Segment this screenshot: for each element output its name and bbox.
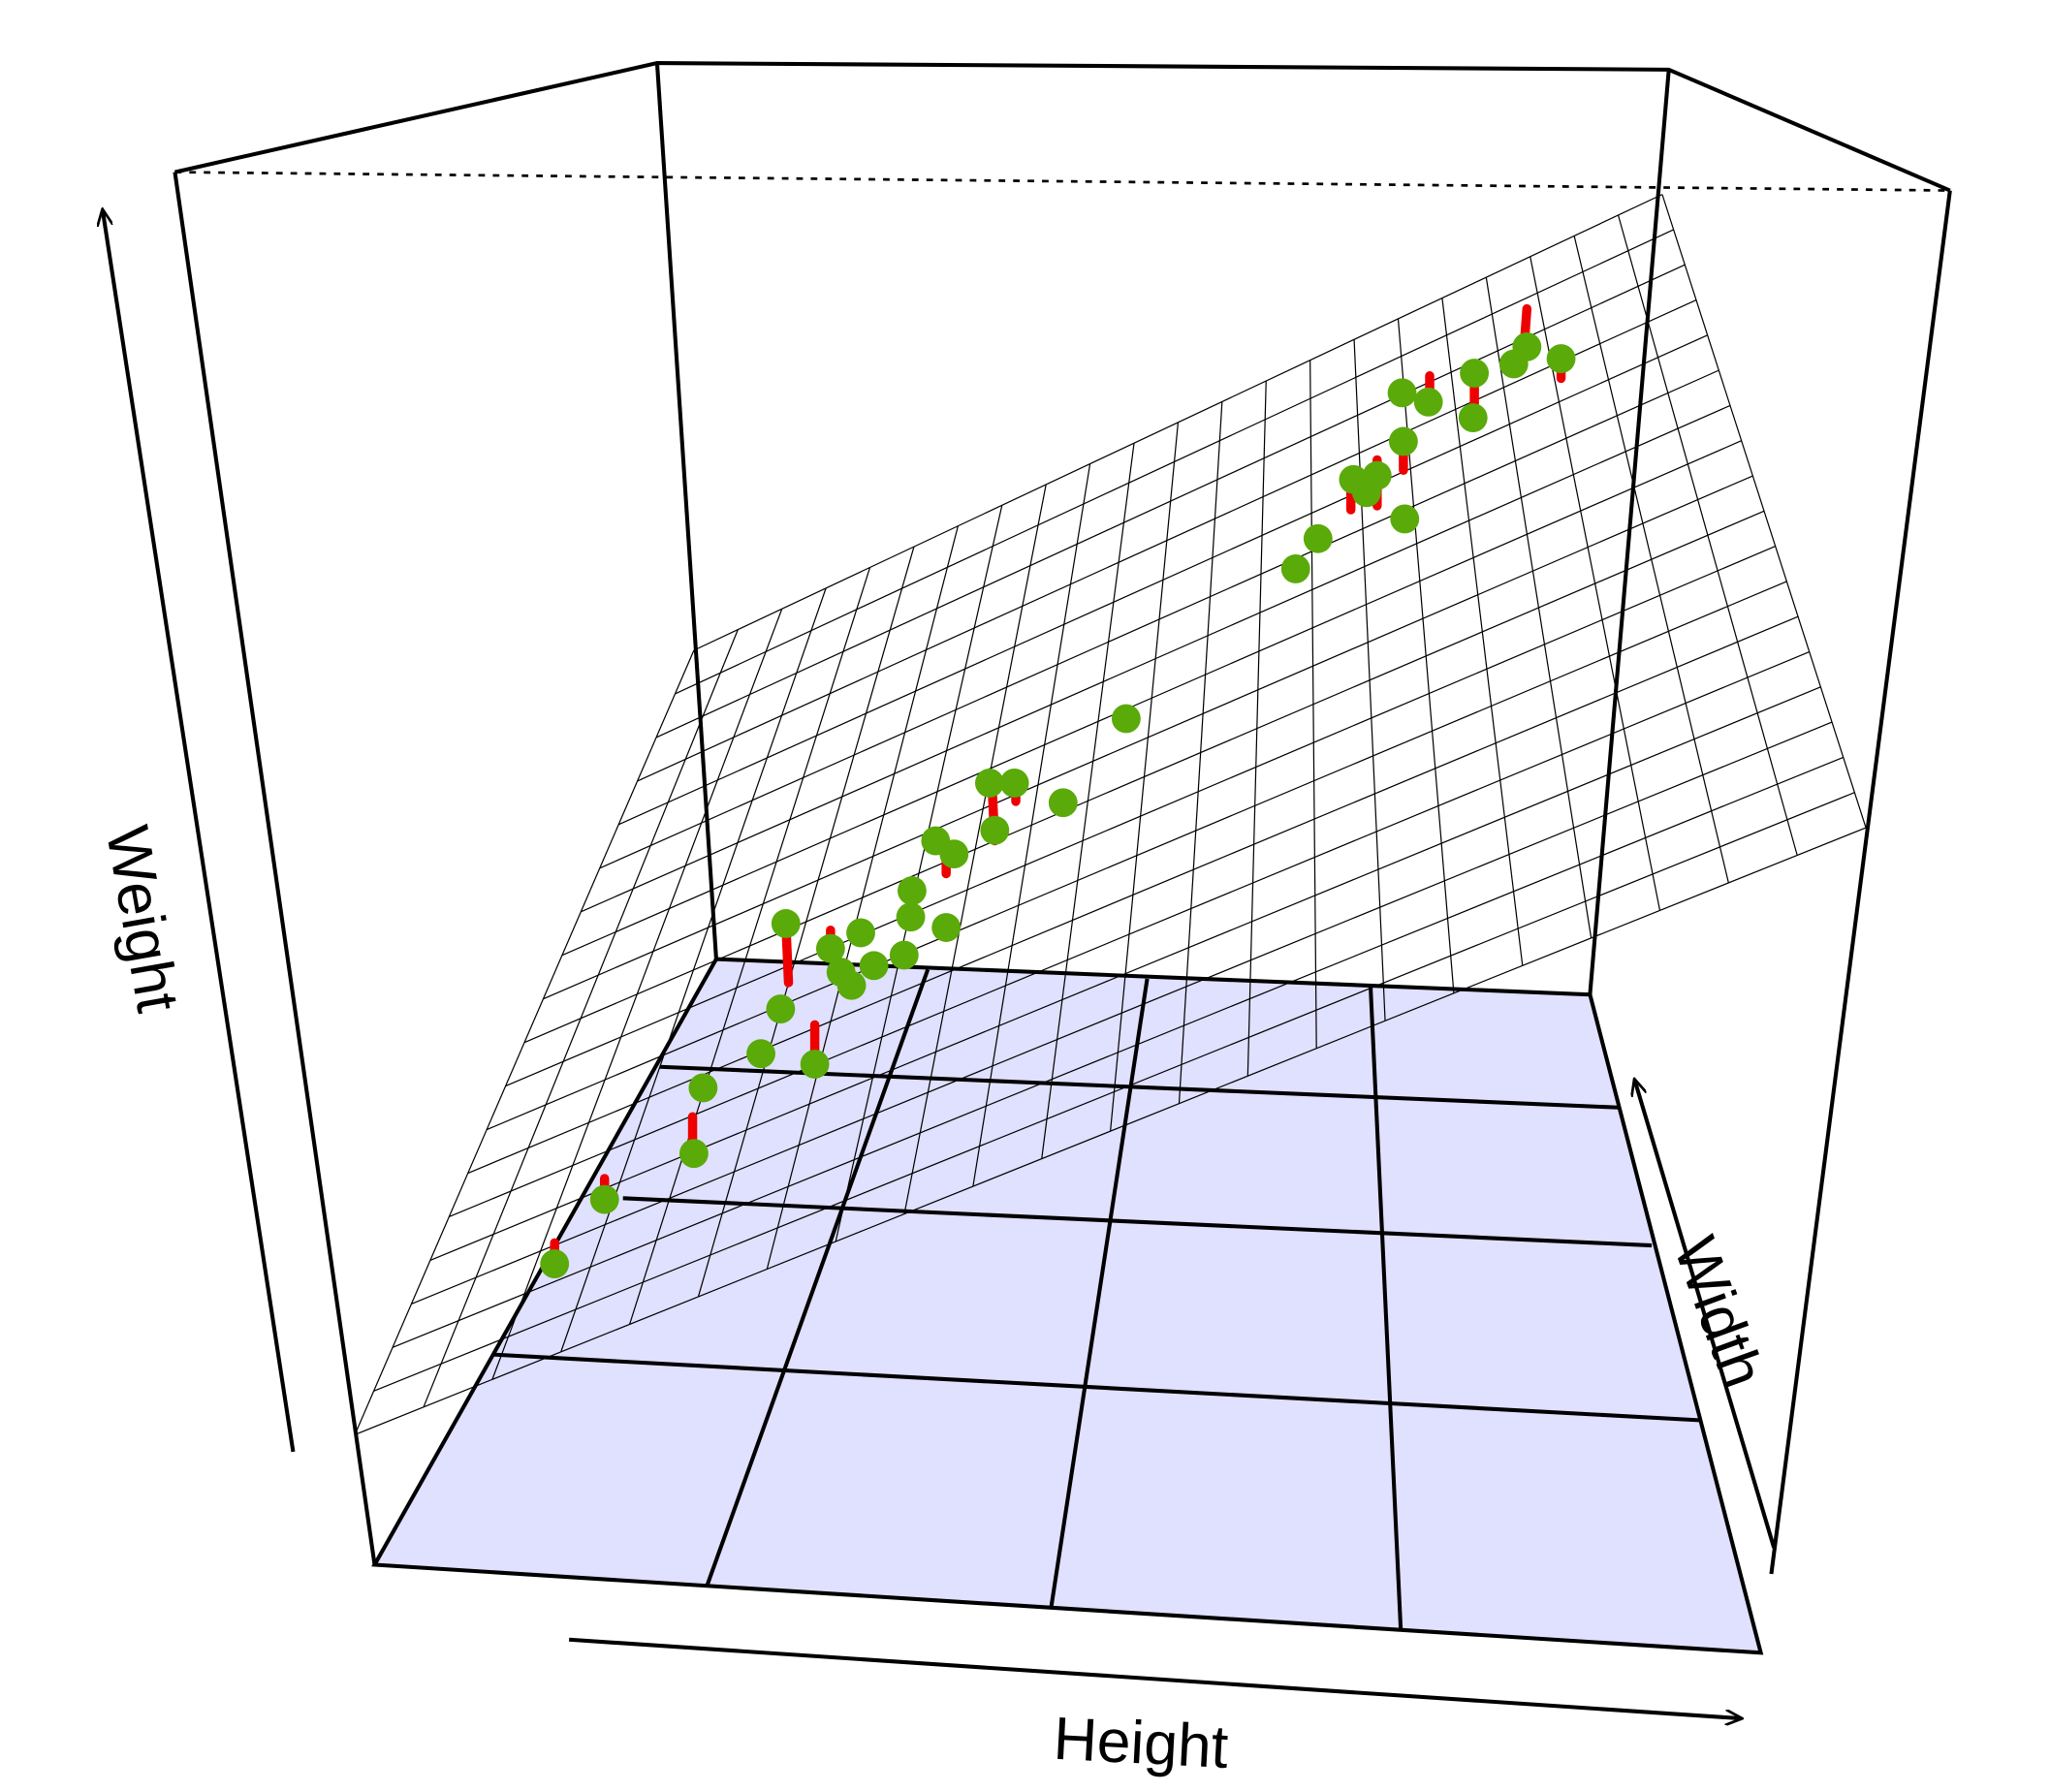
- floor-grid: [492, 1352, 1700, 1423]
- point: [1512, 331, 1542, 362]
- point: [980, 815, 1010, 845]
- point: [1111, 704, 1141, 734]
- floor-grid: [1049, 978, 1150, 1608]
- point: [766, 994, 796, 1023]
- point: [1303, 523, 1333, 553]
- point: [896, 902, 926, 932]
- floor-grid: [622, 1196, 1653, 1248]
- box-edge: [173, 61, 1951, 193]
- plane-mesh: [693, 194, 1663, 651]
- plane-mesh: [373, 792, 1855, 1392]
- point: [678, 1139, 709, 1169]
- plane-mesh: [354, 827, 1867, 1435]
- plane-mesh: [675, 229, 1674, 695]
- plane-mesh: [523, 510, 1765, 1044]
- point: [1388, 426, 1418, 456]
- point: [800, 1050, 830, 1079]
- plane-mesh: [392, 756, 1844, 1348]
- floor-edge: [371, 957, 1764, 1655]
- point: [974, 769, 1004, 798]
- point: [898, 876, 927, 905]
- point: [688, 1073, 718, 1103]
- point: [1458, 403, 1488, 432]
- plane-mesh: [449, 650, 1810, 1218]
- y-axis-arrow: [1634, 1080, 1777, 1549]
- point: [1413, 387, 1443, 417]
- point: [815, 933, 845, 963]
- point: [1280, 554, 1310, 583]
- plane-mesh: [543, 475, 1753, 1000]
- point: [846, 918, 875, 948]
- plane-mesh: [637, 299, 1697, 782]
- box-edge: [1769, 190, 1952, 1575]
- plane-mesh: [467, 615, 1799, 1175]
- point: [746, 1039, 775, 1069]
- x-axis-label: Height: [1052, 1706, 1230, 1781]
- z-axis-arrow: [103, 210, 296, 1453]
- point: [859, 951, 889, 981]
- plane-mesh: [429, 686, 1821, 1262]
- plane-mesh: [505, 546, 1776, 1087]
- point: [1387, 378, 1417, 408]
- points: [540, 331, 1576, 1278]
- point: [889, 940, 919, 970]
- box-frame: [173, 61, 1952, 1655]
- box-edge: [654, 62, 718, 959]
- floor: [374, 959, 1761, 1653]
- plane-mesh: [561, 440, 1742, 957]
- floor-grid: [705, 968, 930, 1587]
- floor-grid: [1368, 986, 1403, 1631]
- regression-plane: [354, 194, 1867, 1435]
- box-edge: [1588, 69, 1671, 995]
- point: [931, 913, 962, 942]
- point: [999, 769, 1029, 798]
- point: [1460, 359, 1490, 388]
- point: [771, 909, 801, 938]
- z-axis-label: Weight: [93, 821, 191, 1017]
- point: [1362, 460, 1392, 490]
- point: [1048, 788, 1078, 818]
- box-edge: [174, 171, 1950, 192]
- point: [836, 970, 867, 1000]
- point: [939, 839, 969, 869]
- plane-mesh: [617, 334, 1708, 826]
- point: [589, 1184, 619, 1214]
- point: [540, 1249, 570, 1278]
- box-edge: [173, 172, 377, 1565]
- x-axis-arrow: [568, 1637, 1741, 1718]
- plane-mesh: [486, 581, 1787, 1131]
- point: [1546, 344, 1576, 373]
- plane-mesh: [581, 404, 1731, 913]
- plane-mesh: [599, 369, 1719, 869]
- plane-mesh: [411, 721, 1833, 1305]
- point: [1390, 504, 1420, 534]
